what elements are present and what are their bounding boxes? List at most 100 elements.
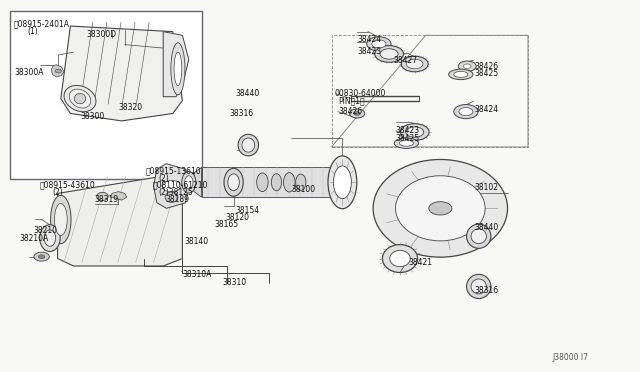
Circle shape	[55, 69, 61, 73]
Ellipse shape	[44, 230, 56, 246]
Ellipse shape	[54, 203, 67, 235]
Text: 38427: 38427	[394, 56, 418, 65]
Ellipse shape	[284, 173, 295, 192]
Ellipse shape	[373, 160, 508, 257]
Ellipse shape	[51, 195, 71, 244]
Bar	[10, 11, 202, 179]
Ellipse shape	[74, 93, 86, 104]
Ellipse shape	[228, 174, 239, 191]
Ellipse shape	[296, 174, 306, 190]
Ellipse shape	[471, 279, 486, 294]
Ellipse shape	[64, 86, 96, 112]
Ellipse shape	[380, 49, 398, 59]
Ellipse shape	[97, 192, 108, 201]
Text: 38424: 38424	[475, 105, 499, 114]
Text: Ⓦ08915-13610: Ⓦ08915-13610	[146, 167, 202, 176]
Ellipse shape	[467, 224, 491, 248]
Circle shape	[463, 64, 471, 68]
Circle shape	[38, 255, 45, 259]
Ellipse shape	[401, 56, 428, 72]
Text: Ⓦ08915-2401A: Ⓦ08915-2401A	[14, 20, 70, 29]
Text: 38319: 38319	[95, 195, 119, 204]
Ellipse shape	[257, 173, 268, 192]
Text: 38165: 38165	[214, 220, 239, 229]
Polygon shape	[163, 32, 189, 97]
Ellipse shape	[396, 176, 485, 241]
Text: 38210A: 38210A	[19, 234, 49, 243]
Ellipse shape	[372, 40, 386, 48]
Ellipse shape	[174, 52, 182, 86]
Text: 38300: 38300	[80, 112, 104, 121]
Ellipse shape	[471, 229, 486, 244]
Text: PIN（1）: PIN（1）	[338, 97, 365, 106]
Text: 38424: 38424	[357, 35, 381, 44]
Text: 38320: 38320	[118, 103, 143, 112]
Text: 38425: 38425	[396, 134, 420, 143]
Text: 00830-64000: 00830-64000	[334, 89, 385, 98]
Text: 38421: 38421	[408, 258, 433, 267]
Polygon shape	[110, 192, 127, 200]
Text: 38210: 38210	[33, 226, 58, 235]
Ellipse shape	[394, 138, 419, 148]
Polygon shape	[58, 173, 202, 266]
Ellipse shape	[271, 174, 282, 191]
Text: Ⓦ08915-43610: Ⓦ08915-43610	[40, 181, 95, 190]
Text: 38102: 38102	[475, 183, 499, 192]
Text: 38426: 38426	[338, 107, 362, 116]
Ellipse shape	[390, 250, 410, 267]
Ellipse shape	[224, 168, 243, 196]
Text: 38140: 38140	[184, 237, 209, 246]
Text: 38423: 38423	[357, 47, 381, 56]
Ellipse shape	[171, 43, 185, 95]
Ellipse shape	[328, 156, 357, 209]
Text: 38154: 38154	[236, 206, 260, 215]
Ellipse shape	[406, 127, 424, 137]
Bar	[202, 167, 349, 197]
Ellipse shape	[375, 46, 404, 62]
Ellipse shape	[454, 105, 478, 119]
Text: 38425: 38425	[475, 69, 499, 78]
Text: 38189: 38189	[165, 195, 189, 204]
Text: (1): (1)	[27, 27, 38, 36]
Ellipse shape	[367, 37, 391, 51]
Ellipse shape	[459, 108, 473, 116]
Circle shape	[162, 180, 181, 192]
Ellipse shape	[165, 192, 178, 202]
Text: 38316: 38316	[229, 109, 253, 118]
Text: J38000 I7: J38000 I7	[553, 353, 589, 362]
Circle shape	[458, 61, 476, 71]
Bar	[332, 35, 528, 147]
Text: 38316: 38316	[475, 286, 499, 295]
Text: 38120: 38120	[225, 213, 249, 222]
Text: (2): (2)	[159, 174, 170, 183]
Text: 38310: 38310	[223, 278, 247, 287]
Text: (2)38125: (2)38125	[159, 188, 193, 197]
Polygon shape	[61, 26, 182, 121]
Text: 38300D: 38300D	[86, 30, 116, 39]
Circle shape	[429, 202, 452, 215]
Polygon shape	[154, 164, 189, 208]
Ellipse shape	[242, 138, 255, 152]
Text: 38100: 38100	[291, 185, 316, 194]
Ellipse shape	[184, 176, 193, 189]
Ellipse shape	[401, 124, 429, 141]
Ellipse shape	[449, 69, 473, 80]
Polygon shape	[51, 65, 64, 77]
Text: 38423: 38423	[396, 126, 420, 135]
Text: 38440: 38440	[236, 89, 260, 98]
Ellipse shape	[454, 71, 468, 77]
Ellipse shape	[238, 134, 259, 156]
Circle shape	[349, 109, 365, 118]
Polygon shape	[194, 167, 202, 197]
Text: 38300A: 38300A	[14, 68, 44, 77]
Text: 38426: 38426	[475, 62, 499, 71]
Ellipse shape	[333, 166, 351, 199]
Text: (2): (2)	[52, 188, 63, 197]
Circle shape	[354, 112, 360, 115]
Text: 38440: 38440	[475, 223, 499, 232]
Circle shape	[34, 252, 49, 261]
Ellipse shape	[406, 59, 423, 69]
Ellipse shape	[467, 275, 491, 298]
Text: 38310A: 38310A	[182, 270, 212, 279]
Text: Ⓑ08110-61210: Ⓑ08110-61210	[152, 181, 208, 190]
